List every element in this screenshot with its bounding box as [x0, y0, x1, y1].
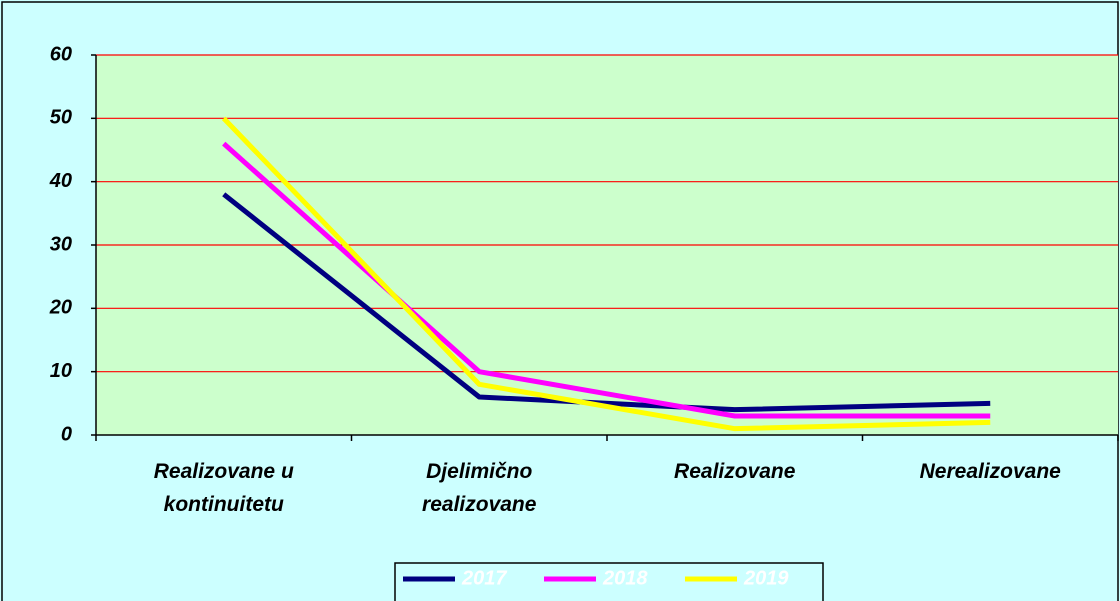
- y-tick-label: 30: [50, 233, 72, 255]
- x-tick-label: Realizovane u kontinuitetu: [153, 460, 294, 516]
- y-tick-label: 20: [49, 297, 72, 319]
- y-tick-label: 50: [50, 107, 72, 129]
- x-tick-label: Nerealizovane: [919, 460, 1061, 483]
- legend-label: 2017: [461, 567, 507, 589]
- legend-label: 2018: [602, 567, 648, 589]
- series-line: [221, 116, 991, 432]
- x-tick-label: Realizovane: [674, 460, 796, 483]
- series-line: [222, 141, 991, 419]
- legend-box: [394, 562, 824, 601]
- legend-label: 2019: [743, 567, 789, 589]
- y-tick-label: 60: [50, 43, 72, 65]
- series-line: [222, 192, 991, 413]
- y-tick-label: 10: [50, 360, 72, 382]
- y-tick-label: 0: [61, 423, 72, 445]
- y-tick-label: 40: [49, 170, 72, 192]
- x-tick-label: Djelimično realizovane: [422, 460, 537, 516]
